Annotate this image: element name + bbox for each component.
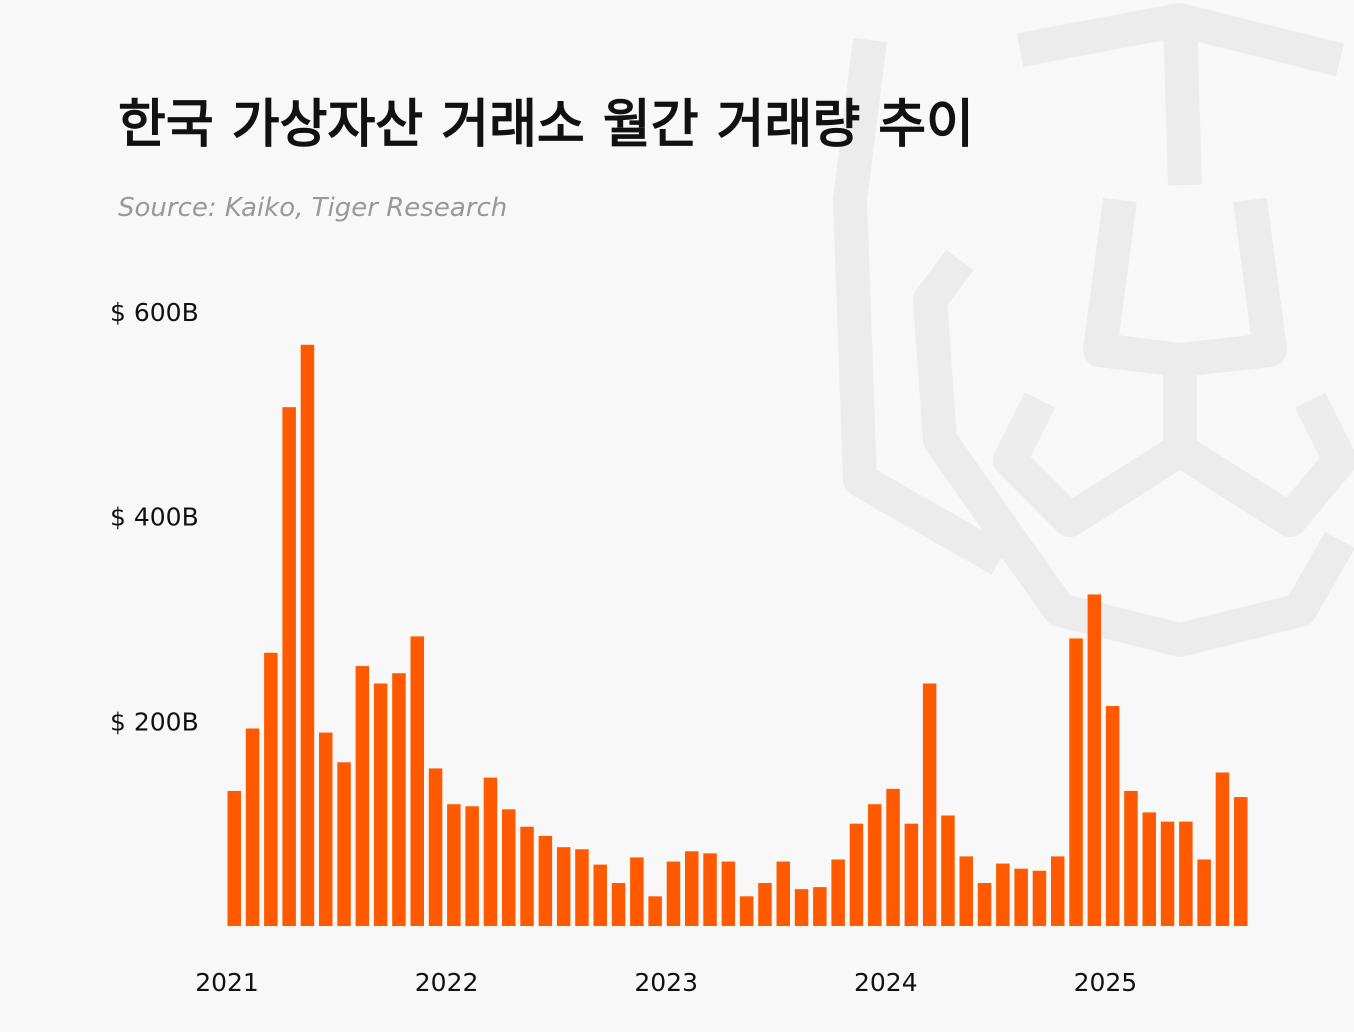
- bar: [465, 806, 479, 926]
- bar: [538, 835, 553, 926]
- bar: [776, 861, 790, 926]
- bar: [1197, 859, 1211, 926]
- x-tick-label: 2021: [195, 968, 259, 997]
- bar: [959, 856, 973, 926]
- bar: [758, 883, 772, 926]
- bar: [685, 851, 699, 926]
- bar: [831, 859, 845, 926]
- bar: [739, 896, 754, 926]
- y-tick-label: $ 200B: [110, 707, 199, 736]
- x-tick-label: 2022: [415, 968, 479, 997]
- bar: [483, 777, 498, 926]
- bar: [1179, 821, 1193, 926]
- bar: [794, 889, 809, 926]
- bar: [1032, 870, 1047, 926]
- bar: [1215, 772, 1230, 926]
- bar: [245, 728, 260, 926]
- bar: [593, 864, 607, 926]
- bar: [392, 673, 406, 926]
- bar: [1105, 705, 1120, 926]
- bar: [1051, 856, 1065, 926]
- bar: [337, 762, 351, 926]
- bar: [373, 683, 388, 926]
- bar: [611, 883, 626, 926]
- bar: [355, 666, 370, 926]
- bar: [520, 826, 534, 926]
- bar: [282, 407, 296, 926]
- bar: [813, 887, 827, 926]
- bar: [1142, 812, 1156, 926]
- bar: [227, 790, 241, 926]
- bar: [1234, 797, 1248, 926]
- bar: [996, 863, 1010, 926]
- chart-title: 한국 가상자산 거래소 월간 거래량 추이: [118, 95, 974, 155]
- bar: [1087, 594, 1102, 926]
- bar: [319, 732, 333, 926]
- bar: [1014, 868, 1028, 926]
- bar: [502, 809, 516, 926]
- bar: [447, 804, 461, 926]
- bar: [849, 823, 864, 926]
- bar: [666, 861, 681, 926]
- x-tick-label: 2023: [634, 968, 698, 997]
- bar: [300, 344, 315, 926]
- bar: [721, 861, 736, 926]
- bar: [868, 804, 882, 926]
- bar: [556, 847, 571, 926]
- bar: [922, 683, 937, 926]
- x-tick-label: 2024: [854, 968, 918, 997]
- x-tick-label: 2025: [1074, 968, 1138, 997]
- bar: [703, 853, 717, 926]
- bar: [1069, 638, 1083, 926]
- bar: [630, 857, 644, 926]
- bar: [410, 636, 424, 926]
- bar: [1124, 790, 1138, 926]
- bar: [977, 883, 992, 926]
- bar: [575, 849, 589, 926]
- watermark: [833, 3, 1354, 657]
- bar: [886, 788, 900, 926]
- bar: [1160, 821, 1175, 926]
- bar: [904, 823, 919, 926]
- bar: [428, 768, 443, 926]
- bar: [264, 652, 278, 926]
- chart-subtitle: Source: Kaiko, Tiger Research: [118, 193, 507, 223]
- bar: [648, 896, 662, 926]
- y-tick-label: $ 400B: [110, 503, 199, 532]
- bar: [941, 815, 955, 926]
- y-tick-label: $ 600B: [110, 298, 199, 327]
